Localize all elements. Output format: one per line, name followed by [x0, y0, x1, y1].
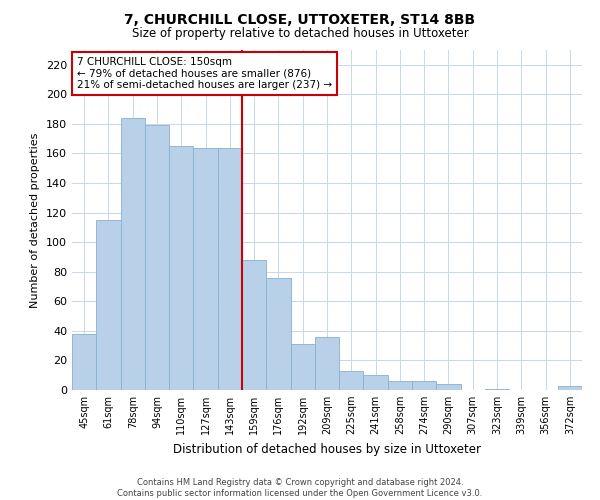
Text: Contains HM Land Registry data © Crown copyright and database right 2024.
Contai: Contains HM Land Registry data © Crown c… — [118, 478, 482, 498]
Bar — [364, 375, 388, 390]
Bar — [315, 337, 339, 390]
Bar — [218, 148, 242, 390]
Bar — [145, 126, 169, 390]
Bar — [290, 344, 315, 390]
X-axis label: Distribution of detached houses by size in Uttoxeter: Distribution of detached houses by size … — [173, 442, 481, 456]
Bar — [193, 148, 218, 390]
Text: 7, CHURCHILL CLOSE, UTTOXETER, ST14 8BB: 7, CHURCHILL CLOSE, UTTOXETER, ST14 8BB — [124, 12, 476, 26]
Text: 7 CHURCHILL CLOSE: 150sqm
← 79% of detached houses are smaller (876)
21% of semi: 7 CHURCHILL CLOSE: 150sqm ← 79% of detac… — [77, 57, 332, 90]
Bar — [485, 388, 509, 390]
Bar — [72, 334, 96, 390]
Bar — [96, 220, 121, 390]
Bar — [436, 384, 461, 390]
Text: Size of property relative to detached houses in Uttoxeter: Size of property relative to detached ho… — [131, 28, 469, 40]
Y-axis label: Number of detached properties: Number of detached properties — [31, 132, 40, 308]
Bar — [266, 278, 290, 390]
Bar — [412, 381, 436, 390]
Bar — [558, 386, 582, 390]
Bar — [242, 260, 266, 390]
Bar — [388, 381, 412, 390]
Bar — [121, 118, 145, 390]
Bar — [339, 371, 364, 390]
Bar — [169, 146, 193, 390]
